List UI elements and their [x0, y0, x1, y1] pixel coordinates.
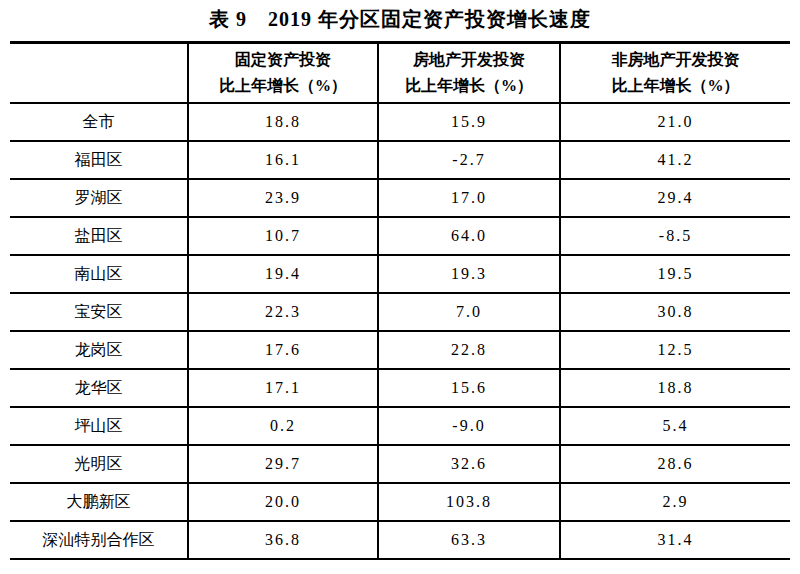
fixed-asset-value-cell: 36.8 [188, 521, 378, 559]
real-estate-value-cell: -2.7 [378, 141, 560, 179]
real-estate-value-cell: 15.9 [378, 103, 560, 141]
header-cell-non-real-estate: 非房地产开发投资 比上年增长（%） [560, 43, 790, 104]
real-estate-value-cell: 64.0 [378, 217, 560, 255]
region-cell: 龙岗区 [10, 331, 188, 369]
real-estate-value-cell: -9.0 [378, 407, 560, 445]
region-cell: 光明区 [10, 445, 188, 483]
fixed-asset-value-cell: 0.2 [188, 407, 378, 445]
fixed-asset-value-cell: 19.4 [188, 255, 378, 293]
header-row: 固定资产投资 比上年增长（%） 房地产开发投资 比上年增长（%） 非房地产开发投… [10, 43, 790, 104]
fixed-asset-value-cell: 29.7 [188, 445, 378, 483]
region-cell: 南山区 [10, 255, 188, 293]
fixed-asset-value-cell: 17.6 [188, 331, 378, 369]
fixed-asset-value-cell: 18.8 [188, 103, 378, 141]
table-row: 宝安区22.37.030.8 [10, 293, 790, 331]
real-estate-value-cell: 7.0 [378, 293, 560, 331]
non-real-estate-value-cell: 19.5 [560, 255, 790, 293]
header-cell-real-estate: 房地产开发投资 比上年增长（%） [378, 43, 560, 104]
table-row: 福田区16.1-2.741.2 [10, 141, 790, 179]
fixed-asset-value-cell: 22.3 [188, 293, 378, 331]
table-row: 全市18.815.921.0 [10, 103, 790, 141]
region-cell: 龙华区 [10, 369, 188, 407]
real-estate-value-cell: 63.3 [378, 521, 560, 559]
investment-growth-table: 固定资产投资 比上年增长（%） 房地产开发投资 比上年增长（%） 非房地产开发投… [10, 41, 790, 560]
table-row: 南山区19.419.319.5 [10, 255, 790, 293]
region-cell: 全市 [10, 103, 188, 141]
table-title: 表 9 2019 年分区固定资产投资增长速度 [0, 6, 800, 32]
header-non-real-estate-line1: 非房地产开发投资 [561, 47, 790, 73]
non-real-estate-value-cell: 28.6 [560, 445, 790, 483]
table-row: 罗湖区23.917.029.4 [10, 179, 790, 217]
table-row: 深汕特别合作区36.863.331.4 [10, 521, 790, 559]
non-real-estate-value-cell: 21.0 [560, 103, 790, 141]
real-estate-value-cell: 15.6 [378, 369, 560, 407]
fixed-asset-value-cell: 10.7 [188, 217, 378, 255]
non-real-estate-value-cell: 5.4 [560, 407, 790, 445]
header-real-estate-line2: 比上年增长（%） [379, 73, 559, 99]
header-fixed-asset-line1: 固定资产投资 [189, 47, 377, 73]
fixed-asset-value-cell: 17.1 [188, 369, 378, 407]
table-header: 固定资产投资 比上年增长（%） 房地产开发投资 比上年增长（%） 非房地产开发投… [10, 43, 790, 104]
table-row: 龙华区17.115.618.8 [10, 369, 790, 407]
region-cell: 盐田区 [10, 217, 188, 255]
non-real-estate-value-cell: 30.8 [560, 293, 790, 331]
table-row: 坪山区0.2-9.05.4 [10, 407, 790, 445]
fixed-asset-value-cell: 23.9 [188, 179, 378, 217]
non-real-estate-value-cell: 18.8 [560, 369, 790, 407]
header-cell-region [10, 43, 188, 104]
non-real-estate-value-cell: 41.2 [560, 141, 790, 179]
fixed-asset-value-cell: 16.1 [188, 141, 378, 179]
table-row: 光明区29.732.628.6 [10, 445, 790, 483]
non-real-estate-value-cell: 12.5 [560, 331, 790, 369]
region-cell: 福田区 [10, 141, 188, 179]
region-cell: 宝安区 [10, 293, 188, 331]
header-cell-fixed-asset: 固定资产投资 比上年增长（%） [188, 43, 378, 104]
table-row: 龙岗区17.622.812.5 [10, 331, 790, 369]
region-cell: 深汕特别合作区 [10, 521, 188, 559]
real-estate-value-cell: 22.8 [378, 331, 560, 369]
real-estate-value-cell: 103.8 [378, 483, 560, 521]
document-page: 表 9 2019 年分区固定资产投资增长速度 固定资产投资 比上年增长（%） 房… [0, 0, 800, 574]
header-non-real-estate-line2: 比上年增长（%） [561, 73, 790, 99]
fixed-asset-value-cell: 20.0 [188, 483, 378, 521]
non-real-estate-value-cell: 2.9 [560, 483, 790, 521]
table-row: 盐田区10.764.0-8.5 [10, 217, 790, 255]
real-estate-value-cell: 17.0 [378, 179, 560, 217]
non-real-estate-value-cell: 31.4 [560, 521, 790, 559]
header-fixed-asset-line2: 比上年增长（%） [189, 73, 377, 99]
table-row: 大鹏新区20.0103.82.9 [10, 483, 790, 521]
real-estate-value-cell: 32.6 [378, 445, 560, 483]
table-body: 全市18.815.921.0福田区16.1-2.741.2罗湖区23.917.0… [10, 103, 790, 559]
region-cell: 坪山区 [10, 407, 188, 445]
non-real-estate-value-cell: -8.5 [560, 217, 790, 255]
header-real-estate-line1: 房地产开发投资 [379, 47, 559, 73]
non-real-estate-value-cell: 29.4 [560, 179, 790, 217]
region-cell: 罗湖区 [10, 179, 188, 217]
real-estate-value-cell: 19.3 [378, 255, 560, 293]
region-cell: 大鹏新区 [10, 483, 188, 521]
